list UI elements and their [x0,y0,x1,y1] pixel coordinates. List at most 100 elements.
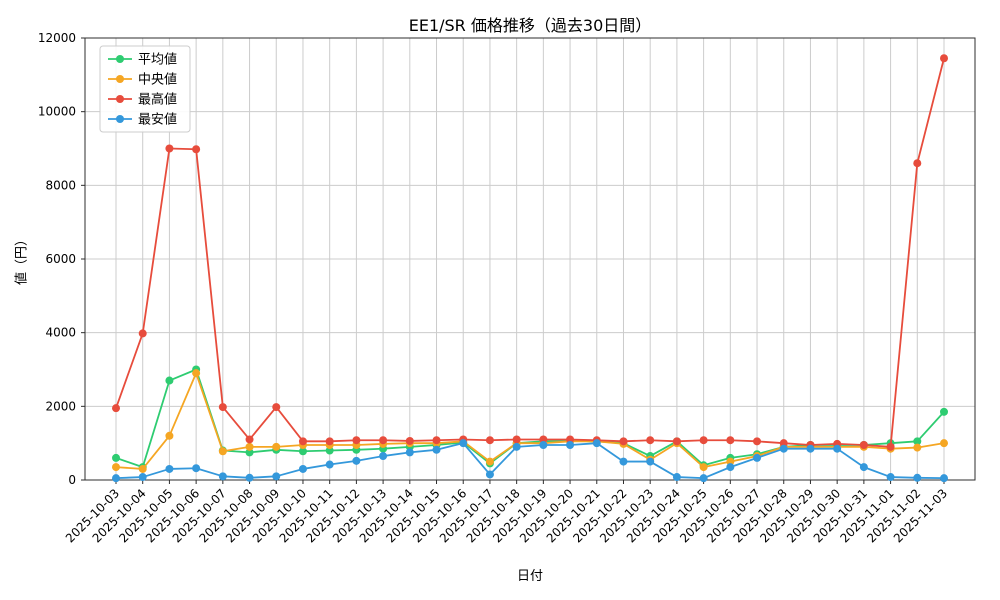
data-point [566,435,575,444]
series-line-highest [115,58,945,448]
data-point [112,404,120,413]
data-point [352,436,361,445]
data-point [485,470,494,479]
data-point [138,329,147,338]
legend-box [99,45,191,133]
y-tick-label: 8000 [45,178,76,192]
data-point [726,457,735,466]
data-point [566,441,575,450]
data-point [379,452,388,461]
x-axis-label: 日付 [516,569,543,584]
data-point [619,437,628,446]
data-point [432,436,441,445]
data-point [913,159,922,168]
legend-marker [116,115,124,123]
legend-marker [116,75,124,83]
data-point [272,403,281,412]
chart-title: EE1/SR 価格推移（過去30日間） [408,16,652,35]
data-point [886,442,895,451]
data-point [940,54,948,63]
data-point [245,435,254,444]
data-point [459,439,468,448]
data-point [512,435,521,444]
data-point [165,464,174,473]
data-point [512,442,521,451]
data-point [886,473,895,482]
y-tick-label: 6000 [45,252,76,266]
data-point [592,439,601,448]
data-point [138,473,147,482]
series-line-lowest [115,442,945,480]
legend-marker [116,55,124,63]
legend-marker [116,95,124,103]
data-point [112,474,120,483]
y-tick-label: 4000 [45,326,76,340]
data-point [699,436,708,445]
data-point [779,444,788,453]
data-point [753,437,762,446]
data-point [218,403,227,412]
y-tick-label: 12000 [38,31,76,45]
data-point [619,457,628,466]
data-point [192,464,201,473]
data-point [405,436,414,445]
data-point [298,447,307,456]
data-point [485,457,494,466]
data-point [272,472,281,481]
data-point [699,463,708,472]
data-point [726,463,735,472]
data-point [859,441,868,450]
data-point [940,474,948,483]
series-markers-lowest [112,439,948,483]
data-point [405,448,414,457]
data-point [352,456,361,465]
data-point [325,446,334,455]
data-point [940,439,948,448]
data-point [112,453,120,462]
data-point [539,441,548,450]
series-markers-average [112,365,948,472]
data-point [192,369,201,378]
data-point [245,448,254,457]
legend-label: 最安値 [138,112,177,128]
data-point [298,437,307,446]
y-tick-label: 2000 [45,399,76,413]
data-point [379,436,388,445]
data-point [672,437,681,446]
series-line-average [115,368,945,469]
data-point [913,473,922,482]
data-point [646,436,655,445]
legend-label: 平均値 [138,52,177,68]
y-tick-label: 0 [68,473,76,487]
y-tick-label: 10000 [38,105,76,119]
data-point [859,463,868,472]
data-point [699,474,708,483]
data-point [245,442,254,451]
data-point [485,436,494,445]
data-point [112,463,120,472]
data-point [192,145,201,154]
data-point [753,453,762,462]
data-point [940,407,948,416]
data-point [672,473,681,482]
data-point [298,464,307,473]
data-point [806,444,815,453]
data-point [165,431,174,440]
data-point [218,472,227,481]
data-point [272,442,281,451]
data-point [913,443,922,452]
data-point [165,144,174,153]
data-point [539,435,548,444]
legend-label: 最高値 [138,92,177,108]
data-point [432,445,441,454]
series-markers-highest [112,54,948,451]
data-point [325,437,334,446]
data-point [833,444,842,453]
data-point [779,439,788,448]
data-point [245,473,254,482]
data-point [726,436,735,445]
series-line-median [115,372,945,470]
data-point [325,460,334,469]
